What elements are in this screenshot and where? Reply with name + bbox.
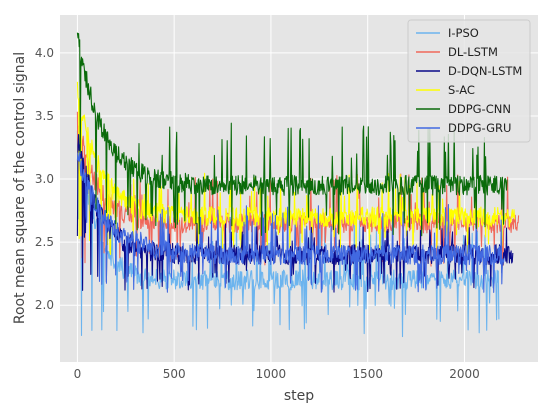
- legend-label: DDPG-GRU: [448, 121, 511, 135]
- series-line-ddpg-gru: [76, 151, 505, 293]
- x-tick-label: 500: [163, 367, 186, 381]
- x-tick-label: 0: [74, 367, 82, 381]
- y-tick-label: 3.5: [35, 109, 54, 123]
- legend-label: DDPG-CNN: [448, 102, 511, 116]
- y-tick-label: 3.0: [35, 172, 54, 186]
- ticks: 0 500 1000 1500 2000 2.0 2.5 3.0 3.5 4.0: [35, 46, 480, 381]
- series-line-s-ac: [76, 81, 516, 256]
- legend-label: D-DQN-LSTM: [448, 64, 522, 78]
- x-tick-label: 1500: [352, 367, 383, 381]
- y-tick-label: 2.0: [35, 298, 54, 312]
- x-tick-label: 2000: [449, 367, 480, 381]
- legend-box: [407, 19, 531, 143]
- series-layer: [76, 32, 520, 338]
- legend-label: DL-LSTM: [448, 45, 498, 59]
- x-tick-label: 1000: [256, 367, 287, 381]
- y-tick-label: 4.0: [35, 46, 54, 60]
- legend: I-PSO DL-LSTM D-DQN-LSTM S-AC DDPG-CNN DDPG-G…: [407, 19, 531, 143]
- series-line-ddpg-cnn: [76, 32, 508, 237]
- x-axis-label: step: [284, 388, 314, 404]
- legend-label: S-AC: [448, 83, 475, 97]
- y-tick-label: 2.5: [35, 235, 54, 249]
- y-axis-label: Root mean square of the control signal: [12, 52, 28, 324]
- legend-label: I-PSO: [448, 26, 479, 40]
